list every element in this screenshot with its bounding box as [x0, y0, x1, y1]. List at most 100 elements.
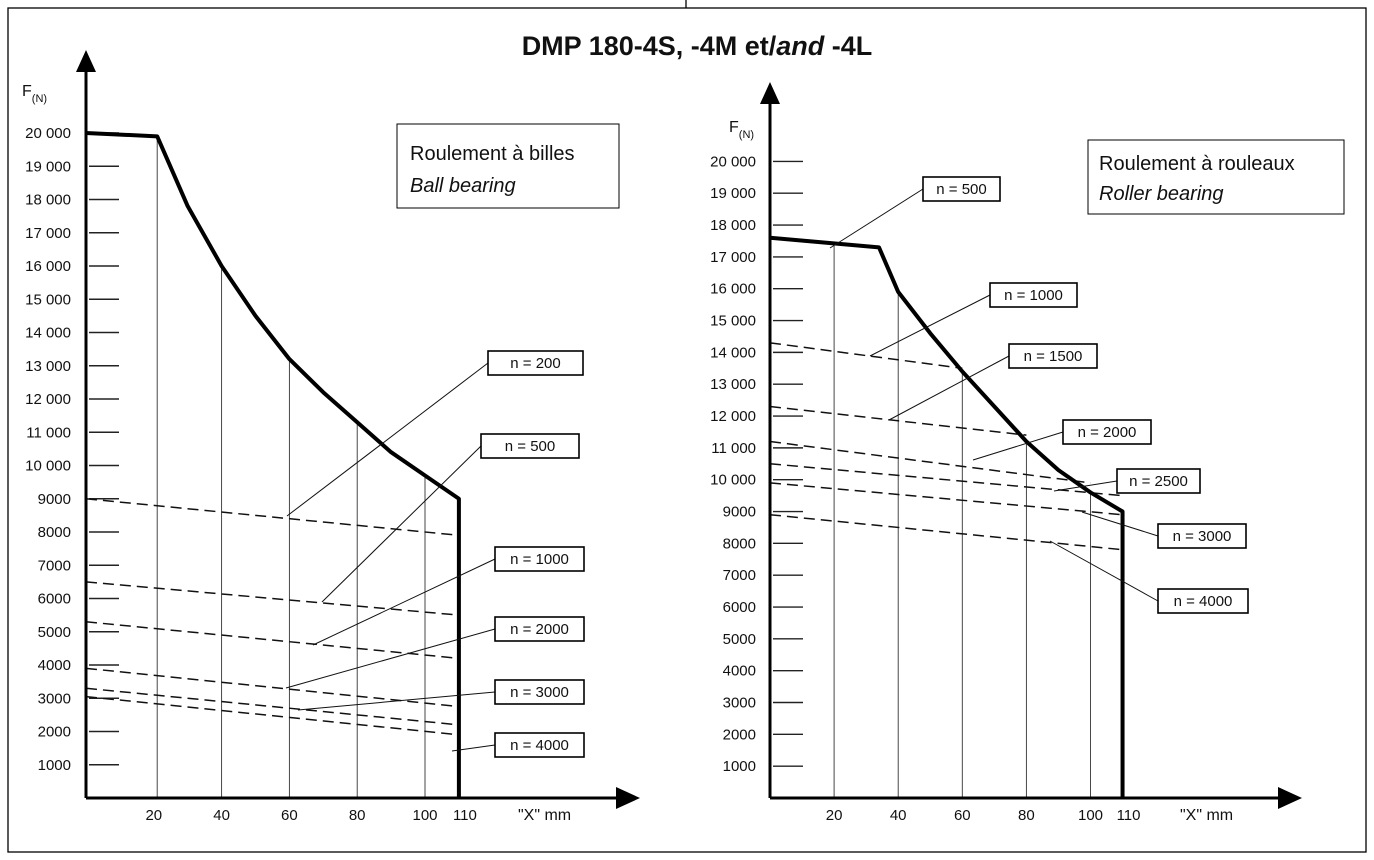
y-axis-arrow-left [76, 50, 96, 72]
y-tick-label-left-3000: 3000 [38, 690, 71, 707]
x-tick-label-left-110: 110 [453, 807, 477, 824]
title-part-3: -4L [824, 31, 872, 61]
series-label-left-2000: n = 2000 [510, 621, 569, 638]
y-tick-label-left-5000: 5000 [38, 624, 71, 641]
y-tick-label-right-10000: 10 000 [710, 472, 756, 489]
y-tick-label-right-16000: 16 000 [710, 281, 756, 298]
y-tick-label-left-11000: 11 000 [26, 424, 71, 441]
y-tick-label-right-13000: 13 000 [710, 376, 756, 393]
frame [7, 7, 1367, 853]
series-label-left-200: n = 200 [510, 355, 560, 372]
figure-title: DMP 180-4S, -4M et/and -4L [522, 31, 873, 61]
legend-line-1-left: Roulement à billes [410, 143, 575, 165]
legend-line-2-left: Ball bearing [410, 175, 516, 197]
series-label-right-2000: n = 2000 [1078, 424, 1137, 441]
y-tick-label-right-19000: 19 000 [710, 185, 756, 202]
series-leader-right-1500 [888, 355, 1010, 421]
y-tick-label-right-6000: 6000 [723, 599, 756, 616]
y-tick-label-right-3000: 3000 [723, 695, 756, 712]
series-line-left-500 [85, 581, 459, 616]
y-tick-label-right-7000: 7000 [723, 567, 756, 584]
y-tick-label-left-10000: 10 000 [25, 458, 71, 475]
y-tick-label-right-17000: 17 000 [710, 249, 756, 266]
series-label-right-3000: n = 3000 [1173, 528, 1232, 545]
legend-line-2-right: Roller bearing [1099, 183, 1224, 205]
y-tick-label-left-13000: 13 000 [25, 358, 71, 375]
series-label-box-left-500 [480, 433, 580, 459]
y-tick-label-left-9000: 9000 [38, 491, 71, 508]
series-label-right-4000: n = 4000 [1174, 593, 1233, 610]
x-tick-label-left-80: 80 [349, 807, 366, 824]
y-tick-label-right-12000: 12 000 [710, 408, 756, 425]
series-label-left-3000: n = 3000 [510, 684, 569, 701]
series-leader-left-2000 [285, 628, 496, 689]
legend-box-left: Roulement à billes Ball bearing [396, 123, 620, 209]
y-tick-label-right-8000: 8000 [723, 535, 756, 552]
series-label-left-1000: n = 1000 [510, 551, 569, 568]
x-tick-label-right-60: 60 [954, 807, 971, 824]
series-line-right-2500 [769, 463, 1123, 497]
y-tick-label-right-15000: 15 000 [710, 313, 756, 330]
series-line-right-1000 [769, 342, 963, 370]
series-label-left-500: n = 500 [505, 438, 555, 455]
limit-curve-right [769, 235, 1125, 798]
x-tick-label-right-110: 110 [1117, 807, 1141, 824]
series-line-right-4000 [769, 513, 1123, 551]
series-label-box-left-1000 [494, 546, 585, 572]
y-tick-label-left-12000: 12 000 [25, 391, 71, 408]
series-leader-left-1000 [312, 558, 496, 646]
series-leader-left-3000 [297, 691, 496, 711]
x-tick-label-right-100: 100 [1078, 807, 1103, 824]
series-label-box-right-500 [922, 176, 1001, 202]
series-label-box-left-4000 [494, 732, 585, 758]
series-label-box-right-1500 [1008, 343, 1098, 369]
x-axis-arrow-right [1278, 787, 1302, 809]
x-tick-label-right-40: 40 [890, 807, 907, 824]
y-axis-arrow-right [760, 82, 780, 104]
y-tick-label-right-1000: 1000 [723, 758, 756, 775]
series-leader-right-1000 [869, 294, 991, 357]
title-part-1: DMP 180-4S, -4M et/ [522, 31, 777, 61]
series-leader-right-2500 [1053, 480, 1118, 492]
series-line-left-1000 [85, 621, 459, 660]
y-tick-label-right-18000: 18 000 [710, 217, 756, 234]
y-axis-label-right: F(N) [729, 119, 754, 141]
limit-curve-left [85, 131, 461, 798]
series-label-box-right-2000 [1062, 419, 1152, 445]
series-leader-right-500 [829, 188, 924, 249]
y-tick-label-left-1000: 1000 [38, 757, 71, 774]
legend-line-1-right: Roulement à rouleaux [1099, 153, 1295, 175]
series-label-box-left-200 [487, 350, 584, 376]
series-label-box-right-4000 [1157, 588, 1249, 614]
series-leader-left-500 [321, 445, 482, 603]
chart-right: 1000 2000 3000 4000 5000 6000 7000 8000 9000 10 0… [710, 82, 1345, 824]
y-tick-label-right-9000: 9000 [723, 504, 756, 521]
y-tick-label-right-11000: 11 000 [711, 440, 756, 457]
series-label-right-2500: n = 2500 [1129, 473, 1188, 490]
y-tick-label-left-2000: 2000 [38, 724, 71, 741]
series-leader-right-2000 [972, 431, 1064, 461]
series-leader-left-200 [286, 362, 489, 517]
y-tick-label-right-14000: 14 000 [710, 344, 756, 361]
x-tick-label-left-60: 60 [281, 807, 298, 824]
x-tick-label-left-40: 40 [213, 807, 230, 824]
x-tick-label-left-20: 20 [145, 807, 162, 824]
y-tick-label-left-20000: 20 000 [25, 125, 71, 142]
x-axis-label-left: "X" mm [518, 807, 571, 824]
y-tick-label-right-2000: 2000 [723, 726, 756, 743]
y-tick-label-left-14000: 14 000 [25, 325, 71, 342]
series-line-left-2000 [85, 667, 459, 708]
series-label-box-left-3000 [494, 679, 585, 705]
x-tick-label-right-20: 20 [826, 807, 843, 824]
series-leader-right-3000 [1081, 511, 1159, 537]
series-label-left-4000: n = 4000 [510, 737, 569, 754]
series-line-left-3000 [85, 687, 459, 726]
series-label-box-right-3000 [1157, 523, 1247, 549]
title-part-2: and [776, 31, 825, 61]
y-tick-label-left-17000: 17 000 [25, 225, 71, 242]
x-tick-label-left-100: 100 [412, 807, 437, 824]
series-line-left-4000 [85, 695, 459, 736]
series-label-box-left-2000 [494, 616, 585, 642]
y-tick-label-left-16000: 16 000 [25, 258, 71, 275]
